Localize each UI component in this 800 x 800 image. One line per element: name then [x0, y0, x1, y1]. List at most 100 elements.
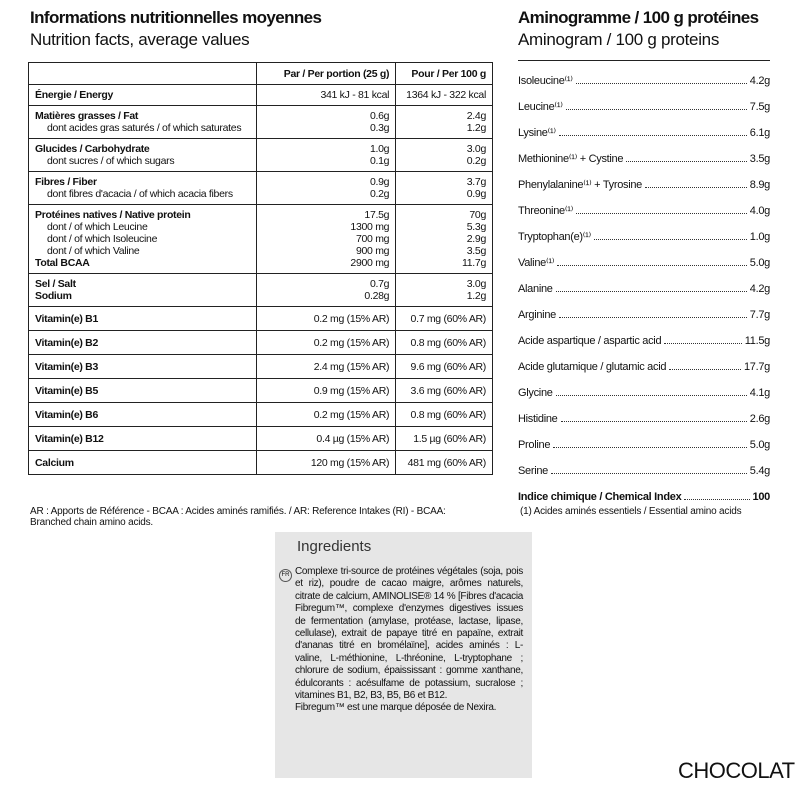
- nutrient-label: Fibres / Fiber: [28, 171, 257, 188]
- amino-name: Indice chimique / Chemical Index: [518, 491, 682, 503]
- amino-name: Threonine⁽¹⁾: [518, 205, 573, 217]
- leader: [560, 421, 747, 422]
- header: Pour / Per 100 g: [395, 62, 493, 85]
- nutrition-row: Vitamin(e) B5 0.9 mg (15% AR) 3.6 mg (60% …: [28, 378, 493, 403]
- portion-value: 0.2 mg (15% AR): [255, 402, 397, 427]
- leader: [576, 213, 747, 214]
- portion-value: 0.2 mg (15% AR): [255, 306, 397, 331]
- nutrient-label: Total BCAA: [28, 257, 257, 274]
- nutrition-row: dont / of which Leucine 1300 mg 5.3g: [28, 221, 493, 233]
- ingredients-title: Ingredients: [297, 538, 372, 555]
- nutrient-label: Sodium: [28, 290, 257, 307]
- per100-value: 1.5 µg (60% AR): [395, 426, 493, 451]
- nutrition-row: Calcium 120 mg (15% AR) 481 mg (60% AR): [28, 450, 493, 475]
- portion-value: 0.9g: [255, 171, 397, 188]
- portion-value: 0.3g: [255, 122, 397, 139]
- amino-value: 3.5g: [749, 153, 771, 165]
- amino-value: 1.0g: [749, 231, 771, 243]
- nutrient-label: Vitamin(e) B3: [28, 354, 257, 379]
- per100-value: 0.8 mg (60% AR): [395, 330, 493, 355]
- amino-row: Glycine 4.1g: [518, 373, 770, 399]
- amino-name: Methionine⁽¹⁾ + Cystine: [518, 153, 624, 165]
- leader: [565, 109, 747, 110]
- portion-value: 900 mg: [255, 245, 397, 257]
- amino-name: Valine⁽¹⁾: [518, 257, 555, 269]
- nutrition-row: dont fibres d'acacia / of which acacia f…: [28, 188, 493, 205]
- nutrient-label: Vitamin(e) B1: [28, 306, 257, 331]
- nutrient-label: Protéines natives / Native protein: [28, 204, 257, 221]
- ingredients-box: Ingredients FR Complexe tri-source de pr…: [275, 532, 532, 778]
- portion-value: 0.4 µg (15% AR): [255, 426, 397, 451]
- leader: [557, 265, 747, 266]
- per100-value: 3.6 mg (60% AR): [395, 378, 493, 403]
- portion-value: 0.7g: [255, 273, 397, 290]
- nutrient-label: Vitamin(e) B5: [28, 378, 257, 403]
- ingredients-text: Complexe tri-source de protéines végétal…: [295, 566, 523, 715]
- amino-value: 4.2g: [749, 75, 771, 87]
- amino-name: Acide aspartique / aspartic acid: [518, 335, 662, 347]
- amino-value: 7.5g: [749, 101, 771, 113]
- per100-value: 2.4g: [395, 105, 493, 122]
- nutrient-label: Matières grasses / Fat: [28, 105, 257, 122]
- portion-value: 1.0g: [255, 138, 397, 155]
- amino-title-fr: Aminogramme / 100 g protéines: [518, 8, 759, 27]
- leader: [669, 369, 741, 370]
- amino-row: Valine⁽¹⁾ 5.0g: [518, 243, 770, 269]
- amino-value: 100: [752, 491, 771, 503]
- nutrient-label: dont / of which Isoleucine: [28, 233, 257, 245]
- amino-name: Proline: [518, 439, 551, 451]
- per100-value: 1.2g: [395, 290, 493, 307]
- leader: [551, 473, 747, 474]
- header: Par / Per portion (25 g): [255, 62, 397, 85]
- per100-value: 481 mg (60% AR): [395, 450, 493, 475]
- per100-value: 9.6 mg (60% AR): [395, 354, 493, 379]
- nutrition-row: Sodium 0.28g 1.2g: [28, 290, 493, 307]
- amino-footnote: (1) Acides aminés essentiels / Essential…: [520, 506, 742, 517]
- amino-row: Acide aspartique / aspartic acid 11.5g: [518, 321, 770, 347]
- per100-value: 3.5g: [395, 245, 493, 257]
- amino-name: Serine: [518, 465, 548, 477]
- leader: [558, 135, 747, 136]
- amino-row: Methionine⁽¹⁾ + Cystine 3.5g: [518, 139, 770, 165]
- per100-value: 3.0g: [395, 273, 493, 290]
- amino-value: 7.7g: [749, 309, 771, 321]
- nutrient-label: dont / of which Valine: [28, 245, 257, 257]
- amino-row: Histidine 2.6g: [518, 399, 770, 425]
- title-en: Nutrition facts, average values: [30, 30, 250, 49]
- portion-value: 0.28g: [255, 290, 397, 307]
- amino-value: 6.1g: [749, 127, 771, 139]
- amino-value: 4.1g: [749, 387, 771, 399]
- amino-value: 5.0g: [749, 439, 771, 451]
- per100-value: 70g: [395, 204, 493, 221]
- amino-row: Arginine 7.7g: [518, 295, 770, 321]
- amino-value: 5.0g: [749, 257, 771, 269]
- amino-value: 4.0g: [749, 205, 771, 217]
- nutrition-row: dont sucres / of which sugars 0.1g 0.2g: [28, 155, 493, 172]
- leader: [664, 343, 742, 344]
- portion-value: 1300 mg: [255, 221, 397, 233]
- amino-value: 17.7g: [743, 361, 770, 373]
- per100-value: 0.8 mg (60% AR): [395, 402, 493, 427]
- amino-value: 5.4g: [749, 465, 771, 477]
- amino-row: Alanine 4.2g: [518, 269, 770, 295]
- amino-title-en: Aminogram / 100 g proteins: [518, 30, 720, 49]
- leader: [553, 447, 747, 448]
- portion-value: 17.5g: [255, 204, 397, 221]
- leader: [645, 187, 747, 188]
- per100-value: 1364 kJ - 322 kcal: [395, 84, 493, 106]
- amino-value: 8.9g: [749, 179, 771, 191]
- ingredients-list: Complexe tri-source de protéines végétal…: [295, 566, 523, 702]
- amino-row: Indice chimique / Chemical Index 100: [518, 477, 770, 503]
- leader: [593, 239, 747, 240]
- nutrition-row: Fibres / Fiber 0.9g 3.7g: [28, 171, 493, 188]
- flavor: CHOCOLAT: [678, 758, 795, 783]
- per100-value: 11.7g: [395, 257, 493, 274]
- nutrient-label: Vitamin(e) B12: [28, 426, 257, 451]
- portion-value: 700 mg: [255, 233, 397, 245]
- leader: [555, 395, 747, 396]
- nutrition-row: Matières grasses / Fat 0.6g 2.4g: [28, 105, 493, 122]
- amino-name: Tryptophan(e)⁽¹⁾: [518, 231, 591, 243]
- amino-value: 11.5g: [744, 335, 771, 347]
- amino-name: Histidine: [518, 413, 558, 425]
- leader: [555, 291, 747, 292]
